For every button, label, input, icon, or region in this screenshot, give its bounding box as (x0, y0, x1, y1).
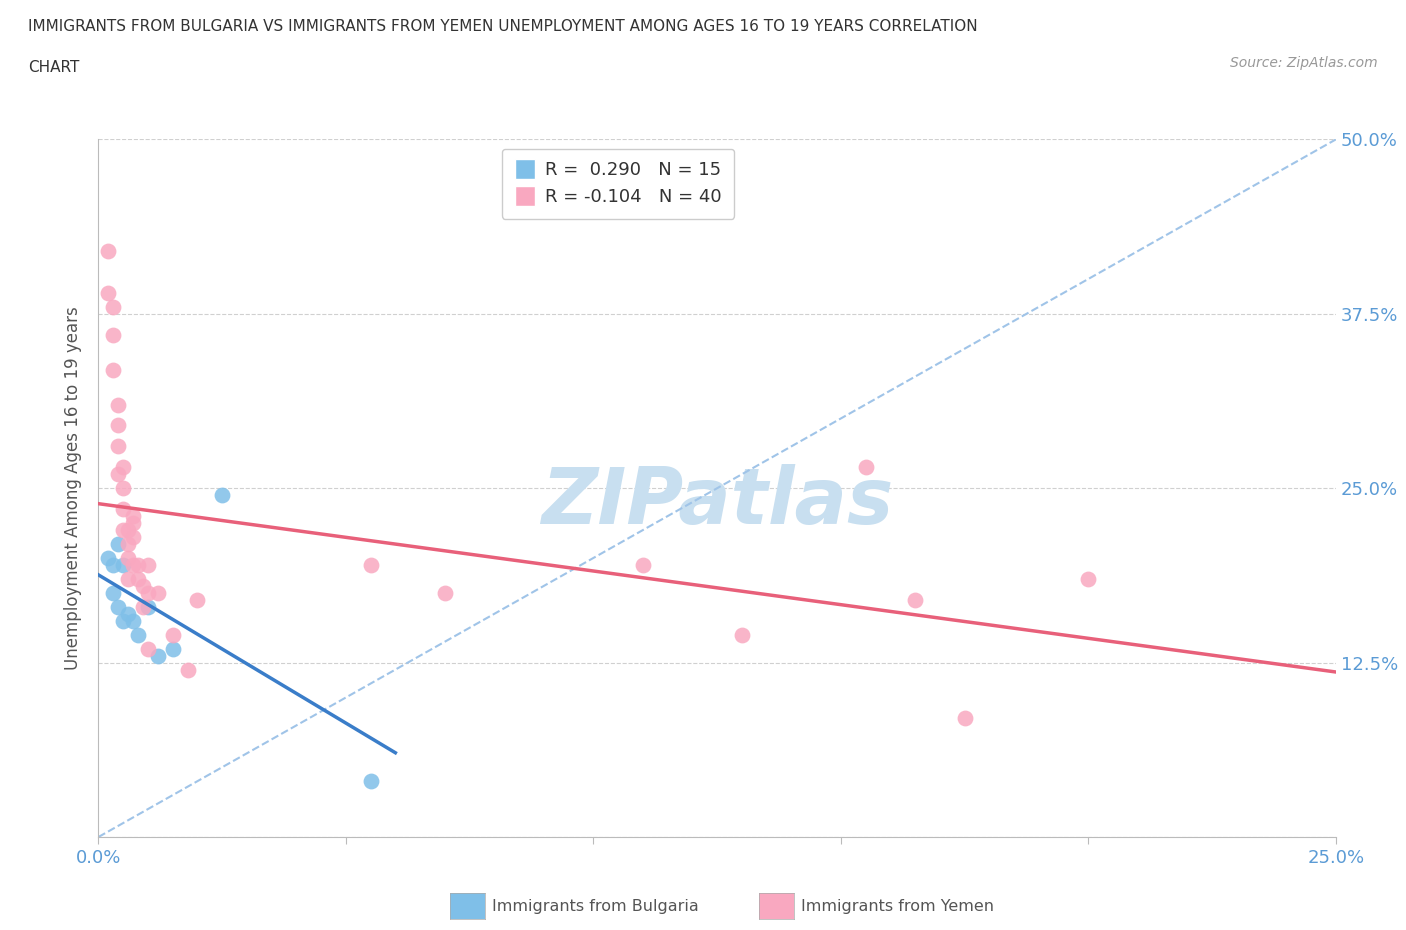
Point (112, 460, 135, 474)
Text: ZIPatlas: ZIPatlas (541, 464, 893, 540)
Legend: R =  0.290   N = 15, R = -0.104   N = 40: R = 0.290 N = 15, R = -0.104 N = 40 (502, 149, 734, 219)
Point (132, 600, 155, 615)
Text: Immigrants from Yemen: Immigrants from Yemen (801, 899, 994, 914)
Point (904, 592, 927, 607)
Point (211, 488, 233, 503)
Point (360, 558, 382, 573)
Point (103, 299, 125, 314)
Point (117, 523, 139, 538)
Point (433, 586, 456, 601)
Point (107, 600, 129, 615)
Point (162, 628, 184, 643)
Point (117, 571, 139, 587)
Point (162, 642, 184, 657)
Point (122, 558, 145, 573)
Point (97, 244, 120, 259)
Point (112, 502, 135, 517)
Point (107, 439, 129, 454)
Point (107, 467, 129, 482)
Point (117, 606, 139, 621)
Point (107, 537, 129, 551)
Point (97, 551, 120, 565)
Point (953, 711, 976, 725)
Point (117, 537, 139, 551)
Point (112, 523, 135, 538)
Point (127, 558, 149, 573)
Point (117, 551, 139, 565)
Point (103, 327, 125, 342)
Point (360, 774, 382, 789)
Point (112, 558, 135, 573)
Point (122, 614, 145, 629)
Point (103, 363, 125, 378)
Point (136, 586, 159, 601)
Point (1077, 571, 1099, 587)
Y-axis label: Unemployment Among Ages 16 to 19 years: Unemployment Among Ages 16 to 19 years (65, 306, 83, 671)
Text: Immigrants from Bulgaria: Immigrants from Bulgaria (492, 899, 699, 914)
Point (112, 481, 135, 496)
Point (112, 614, 135, 629)
Point (132, 578, 155, 593)
Point (103, 586, 125, 601)
Point (731, 628, 754, 643)
Point (122, 530, 145, 545)
Point (103, 558, 125, 573)
Point (122, 509, 145, 524)
Point (136, 600, 159, 615)
Point (146, 586, 169, 601)
Point (176, 662, 198, 677)
Point (107, 418, 129, 433)
Point (146, 648, 169, 663)
Text: IMMIGRANTS FROM BULGARIA VS IMMIGRANTS FROM YEMEN UNEMPLOYMENT AMONG AGES 16 TO : IMMIGRANTS FROM BULGARIA VS IMMIGRANTS F… (28, 19, 977, 33)
Point (122, 515, 145, 530)
Point (186, 592, 208, 607)
Point (631, 558, 654, 573)
Text: CHART: CHART (28, 60, 80, 75)
Point (97, 286, 120, 300)
Point (107, 397, 129, 412)
Point (127, 571, 149, 587)
Text: Source: ZipAtlas.com: Source: ZipAtlas.com (1230, 56, 1378, 70)
Point (855, 460, 877, 474)
Point (127, 628, 149, 643)
Point (136, 558, 159, 573)
Point (136, 642, 159, 657)
